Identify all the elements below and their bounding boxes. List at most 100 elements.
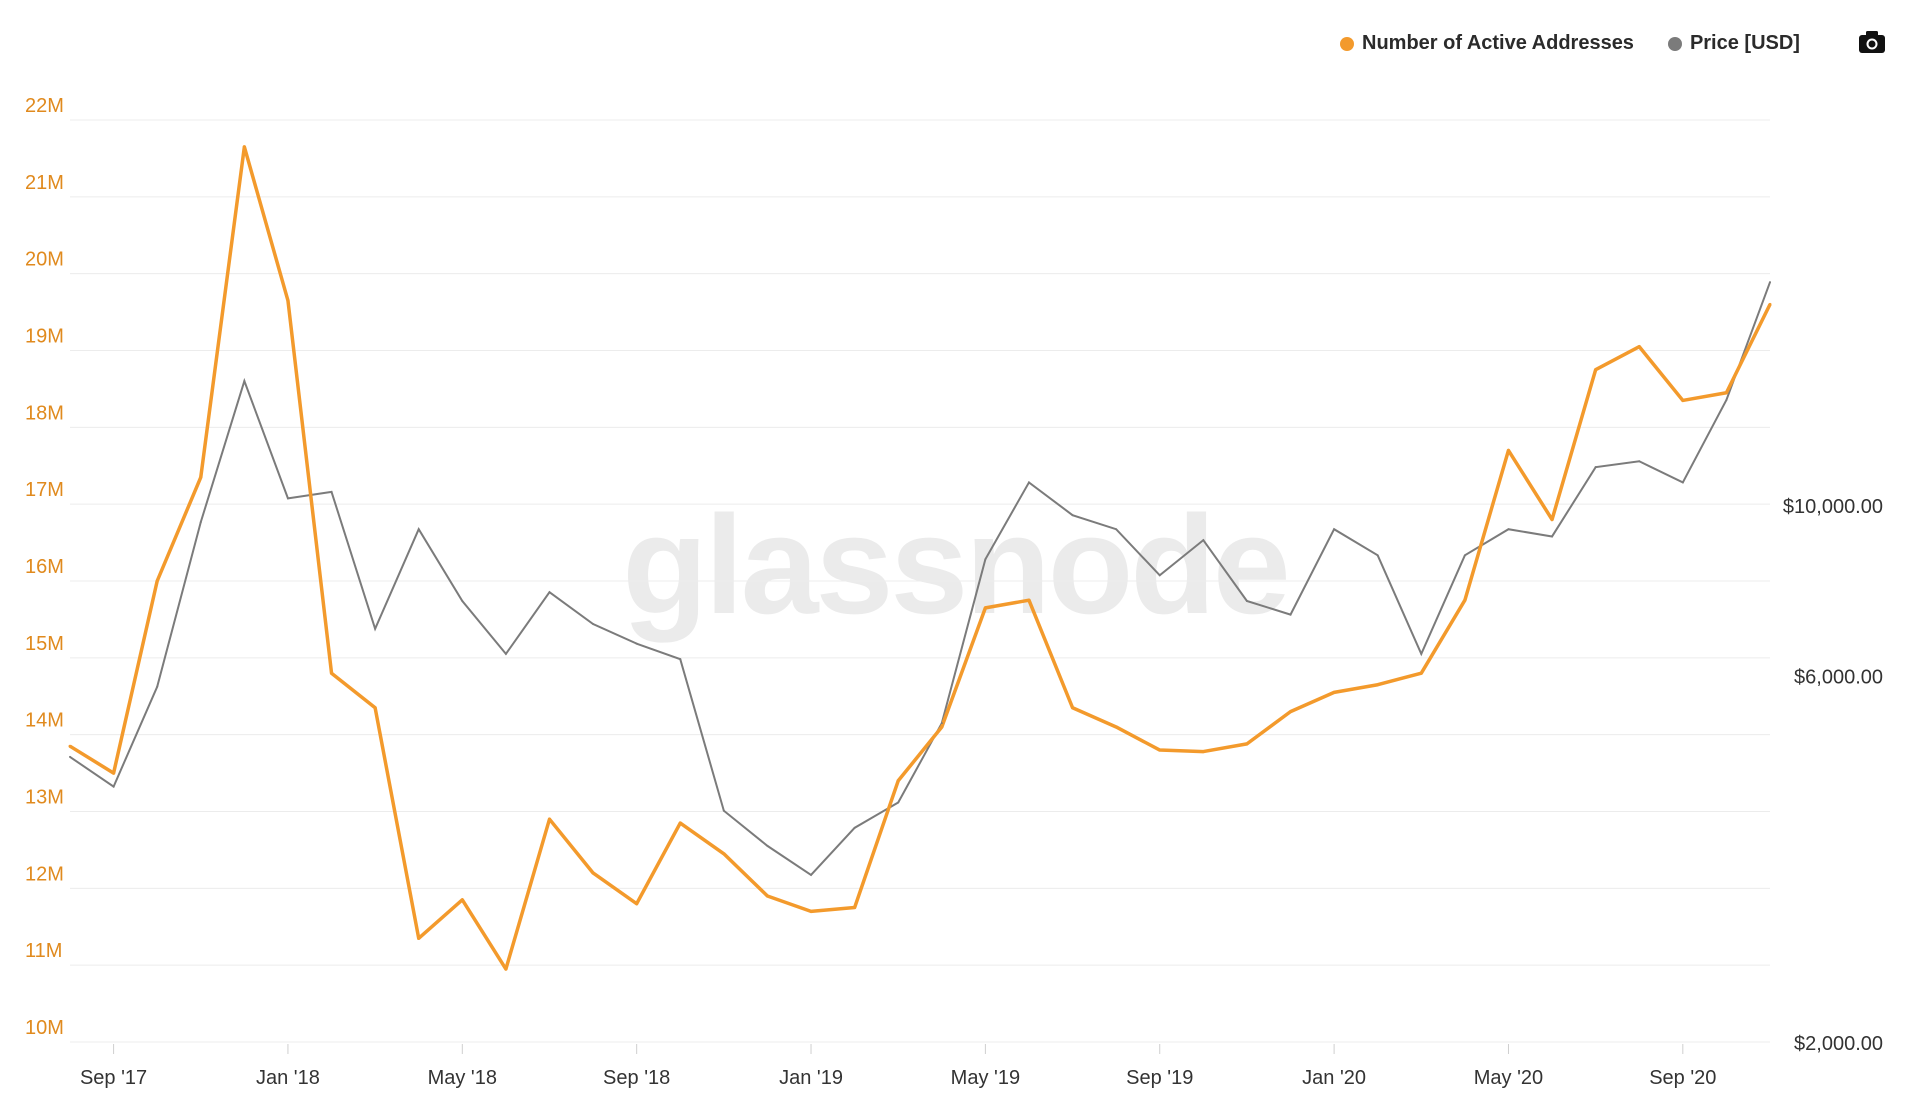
grid-lines xyxy=(70,119,1770,1043)
watermark: glassnode xyxy=(622,486,1287,643)
price-point xyxy=(1376,554,1379,557)
legend-item-active-addresses[interactable]: Number of Active Addresses xyxy=(1340,32,1634,55)
x-tick-label: May '18 xyxy=(428,1067,497,1089)
active-addresses-point xyxy=(765,894,769,898)
price-point xyxy=(1638,460,1641,463)
active-addresses-point xyxy=(155,579,159,583)
legend-dot-active-icon xyxy=(1340,36,1354,51)
legend-dot-price-icon xyxy=(1667,36,1682,51)
y-right-tick-label: $10,000.00 xyxy=(1783,496,1883,518)
price-point xyxy=(1202,539,1205,542)
y-left-tick-label: 18M xyxy=(25,402,64,424)
active-addresses-point xyxy=(1158,748,1162,752)
price-point xyxy=(766,844,769,847)
x-tick-label: Sep '17 xyxy=(80,1067,147,1089)
right-axis: $2,000.00 $6,000.00 $10,000.00 xyxy=(1783,496,1883,1055)
y-left-tick-label: 16M xyxy=(25,556,64,578)
price-point xyxy=(330,490,333,493)
price-point xyxy=(853,826,856,829)
price-point xyxy=(984,558,987,561)
active-addresses-point xyxy=(1594,368,1598,372)
active-addresses-point xyxy=(68,744,72,748)
active-addresses-point xyxy=(547,817,551,821)
active-addresses-point xyxy=(242,145,246,149)
active-addresses-point xyxy=(1637,345,1641,349)
y-left-tick-label: 22M xyxy=(25,95,64,117)
active-addresses-point xyxy=(504,967,508,971)
active-addresses-point xyxy=(1768,302,1772,306)
price-point xyxy=(374,627,377,630)
price-point xyxy=(1507,528,1510,531)
series-points xyxy=(68,145,1772,971)
active-addresses-point xyxy=(1027,598,1031,602)
x-tick-label: Sep '19 xyxy=(1126,1067,1193,1089)
active-addresses-point xyxy=(1245,742,1249,746)
price-point xyxy=(1463,554,1466,557)
price-point xyxy=(1681,481,1684,484)
active-addresses-point xyxy=(199,475,203,479)
legend-label-price: Price [USD] xyxy=(1689,32,1800,54)
price-point xyxy=(199,521,202,524)
price-point xyxy=(1420,652,1423,655)
y-left-tick-label: 17M xyxy=(25,479,64,501)
active-addresses-point xyxy=(678,821,682,825)
active-addresses-point xyxy=(940,725,944,729)
active-addresses-series-line xyxy=(69,145,1772,971)
price-point xyxy=(1769,281,1771,284)
price-point xyxy=(635,642,638,645)
active-addresses-point xyxy=(1289,710,1293,714)
price-point xyxy=(112,785,115,788)
active-addresses-point xyxy=(1724,391,1728,395)
active-addresses-point xyxy=(853,906,857,910)
x-axis: Sep '17 Jan '18 May '18 Sep '18 Jan '19 May '… xyxy=(80,1044,1716,1089)
price-point xyxy=(1071,514,1074,517)
active-addresses-point xyxy=(286,299,290,303)
active-addresses-point xyxy=(722,852,726,856)
active-addresses-point xyxy=(1506,448,1510,452)
active-addresses-point xyxy=(1550,518,1554,522)
y-left-tick-label: 13M xyxy=(25,787,64,809)
legend: Number of Active Addresses Price [USD] xyxy=(1340,32,1834,55)
price-point xyxy=(679,658,682,661)
price-point xyxy=(417,528,420,531)
y-left-tick-label: 21M xyxy=(25,172,64,194)
price-point xyxy=(156,685,159,688)
y-left-tick-label: 14M xyxy=(25,710,64,732)
active-addresses-point xyxy=(1071,706,1075,710)
active-addresses-point xyxy=(635,902,639,906)
x-tick-label: Jan '18 xyxy=(256,1067,320,1089)
price-point xyxy=(548,591,551,594)
x-tick-label: May '19 xyxy=(951,1067,1020,1089)
price-point xyxy=(286,497,289,500)
active-addresses-point xyxy=(112,771,116,775)
x-tick-label: Jan '19 xyxy=(779,1067,843,1089)
y-right-tick-label: $6,000.00 xyxy=(1794,666,1883,688)
y-left-tick-label: 11M xyxy=(25,940,62,962)
price-point xyxy=(722,809,725,812)
x-tick-label: Sep '18 xyxy=(603,1067,670,1089)
legend-item-price[interactable]: Price [USD] xyxy=(1667,32,1800,55)
price-point xyxy=(1115,528,1118,531)
camera-icon[interactable] xyxy=(1858,30,1886,54)
legend-label-active: Number of Active Addresses xyxy=(1362,32,1634,54)
price-point xyxy=(1158,574,1161,577)
left-axis: 10M 11M 12M 13M 14M 15M 16M 17M 18M 19M 20M 21M 22M xyxy=(25,95,64,1039)
price-point xyxy=(1027,481,1030,484)
camera-icon-graphic xyxy=(1859,31,1885,53)
active-addresses-point xyxy=(1332,690,1336,694)
active-addresses-point xyxy=(1419,671,1423,675)
price-point xyxy=(1594,466,1597,469)
price-point xyxy=(69,755,71,758)
active-addresses-point xyxy=(1376,683,1380,687)
price-point xyxy=(504,652,507,655)
active-addresses-point xyxy=(417,936,421,940)
price-point xyxy=(1725,398,1728,401)
price-point xyxy=(1289,613,1292,616)
price-point xyxy=(1245,599,1248,602)
active-addresses-point xyxy=(1114,725,1118,729)
active-addresses-point xyxy=(809,909,813,913)
active-addresses-point xyxy=(1463,598,1467,602)
active-addresses-point xyxy=(460,898,464,902)
price-point xyxy=(940,722,943,725)
